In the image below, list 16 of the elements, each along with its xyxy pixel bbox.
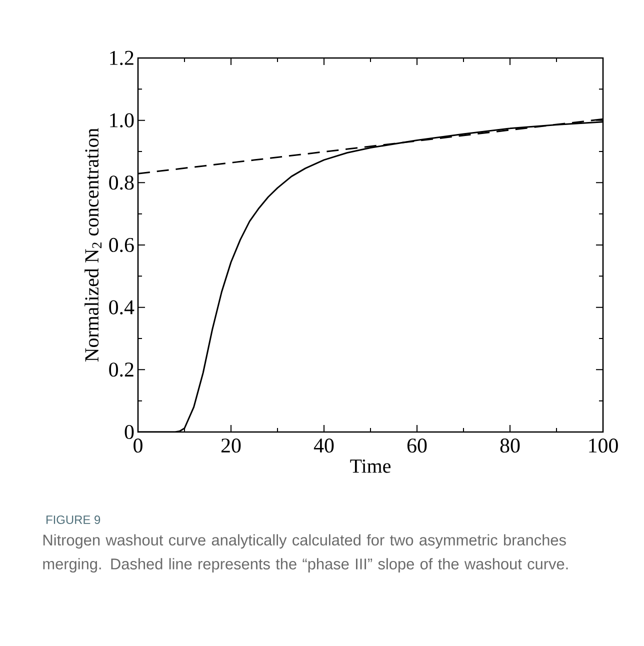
y-tick-label: 1.2 [110,50,134,66]
x-tick-label: 100 [589,438,618,453]
y-tick-label: 0.8 [109,176,134,190]
y-tick-label: 0 [124,424,134,440]
caption: FIGURE 9 [46,516,100,524]
x-tick-label: 60 [407,438,427,453]
y-tick-label: 0.4 [109,300,134,314]
x-tick-label: 40 [314,438,334,453]
y-tick-label: 0.2 [109,362,134,377]
x-tick-label: 20 [221,438,241,453]
text: Nitrogen washout curve analytically calculated for two asymmetric branches merging. Dashed line represents the “phase III” slope of the washout curve. [43,534,568,572]
x-axis-title: Time [350,459,391,473]
y-tick-label: 1.0 [110,113,134,128]
x-tick-label: 80 [500,438,520,453]
y-axis-title: Normalized N$_{2}$ concentration [84,128,102,362]
y-tick-label: 0.6 [109,238,134,252]
